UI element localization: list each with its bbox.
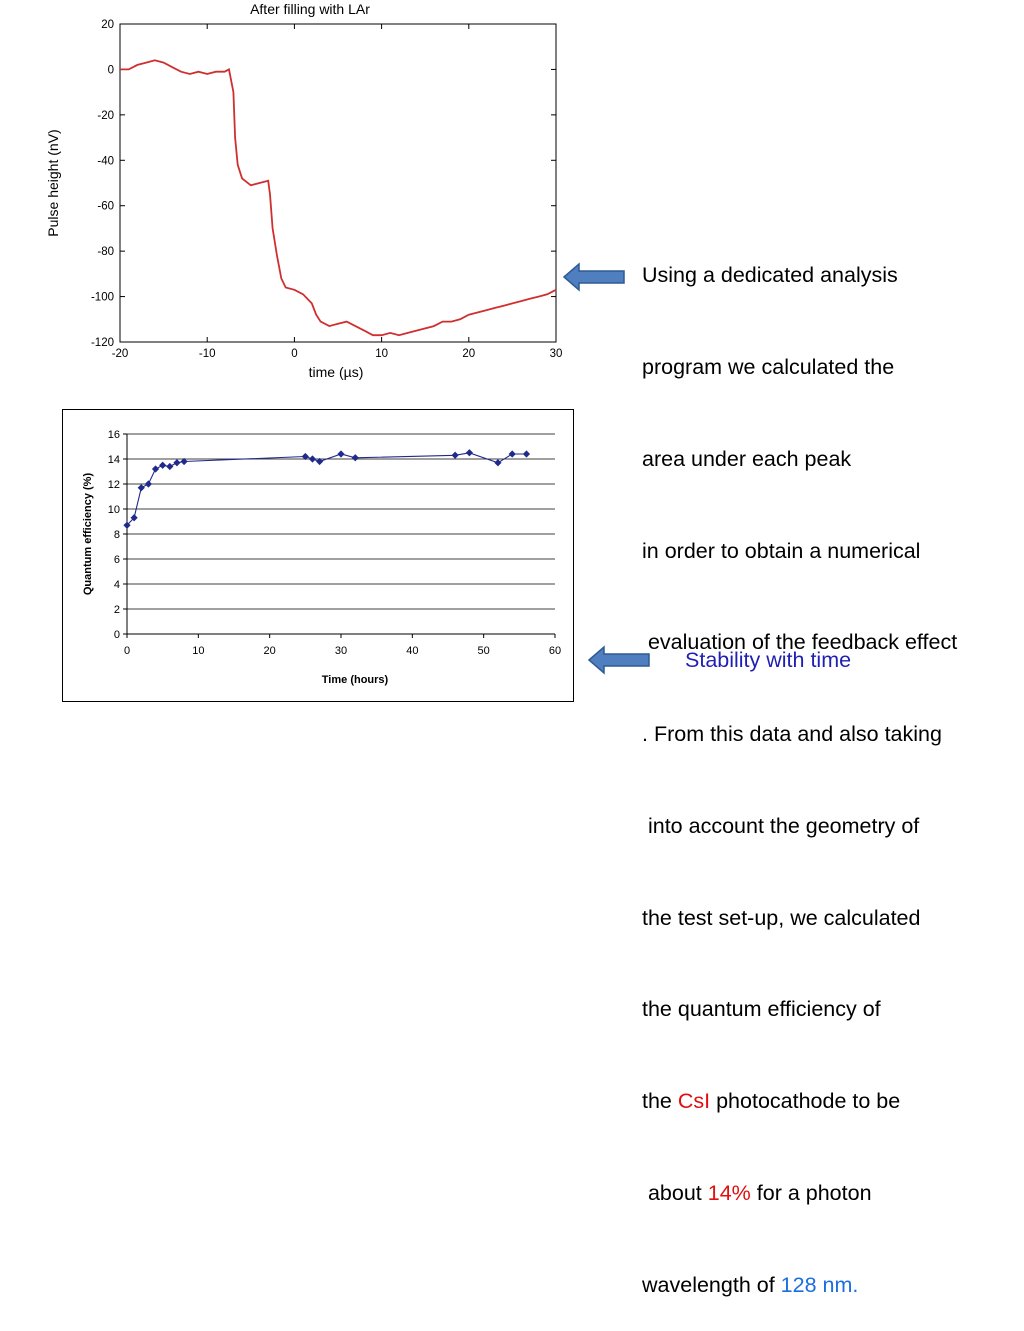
description-line: the test set-up, we calculated	[642, 905, 921, 930]
y-tick-label: 16	[108, 429, 120, 441]
data-point	[508, 450, 516, 458]
description-line: in order to obtain a numerical	[642, 538, 921, 563]
data-point	[151, 465, 160, 473]
x-tick-label: 0	[291, 348, 297, 360]
data-point	[123, 521, 131, 529]
description-line: Using a dedicated analysis	[642, 263, 898, 288]
x-tick-label: 60	[549, 645, 561, 657]
data-point	[130, 514, 138, 522]
x-tick-label: -10	[199, 348, 216, 360]
y-tick-label: 10	[108, 504, 120, 516]
x-tick-label: 0	[124, 645, 130, 657]
y-tick-label: 0	[114, 629, 120, 641]
description-text-part: for a photon	[750, 1181, 872, 1205]
data-point	[144, 480, 152, 488]
y-axis-label: Pulse height (nV)	[45, 129, 61, 236]
description-line: . From this data and also taking	[642, 722, 942, 747]
y-tick-label: -60	[97, 201, 114, 213]
data-point	[351, 454, 359, 462]
data-point	[522, 450, 531, 458]
description-line: about 14% for a photon	[642, 1178, 1022, 1209]
x-tick-label: 30	[550, 348, 563, 360]
wavelength-highlight: 128 nm.	[780, 1272, 859, 1297]
description-line: area under each peak	[642, 446, 852, 471]
description-line: into account the geometry of	[642, 813, 920, 838]
data-point	[308, 455, 317, 463]
y-tick-label: 6	[114, 554, 120, 566]
description-text-part: wavelength of	[642, 1272, 781, 1297]
x-tick-label: 20	[264, 645, 276, 657]
description-line: program we calculated the	[642, 354, 895, 379]
csi-highlight: CsI	[677, 1089, 711, 1114]
x-tick-label: 20	[462, 348, 475, 360]
x-tick-label: 10	[192, 645, 204, 657]
description-text-part: the	[642, 1089, 678, 1114]
x-tick-label: 10	[375, 348, 388, 360]
description-line: evaluation of the feedback effect	[642, 630, 958, 655]
y-tick-label: -40	[97, 155, 114, 167]
data-point	[180, 457, 188, 466]
y-tick-label: 4	[114, 579, 120, 591]
left-arrow-icon	[562, 262, 625, 292]
y-tick-label: 14	[108, 454, 120, 466]
y-tick-label: 12	[108, 479, 120, 491]
y-tick-label: 8	[114, 529, 120, 541]
y-tick-label: -80	[97, 246, 114, 258]
x-axis-label: Time (hours)	[322, 674, 389, 686]
data-point	[316, 457, 324, 466]
x-tick-label: 30	[335, 645, 347, 657]
x-axis-label: time (µs)	[309, 364, 364, 380]
data-point	[451, 451, 459, 459]
data-point	[173, 459, 181, 467]
left-arrow-shape	[587, 645, 650, 675]
quantum-efficiency-line	[126, 452, 527, 526]
x-tick-label: 50	[478, 645, 490, 657]
data-point	[159, 461, 167, 469]
description-text-part: photocathode to be	[710, 1089, 901, 1114]
chart-title: After filling with LAr	[250, 1, 370, 17]
data-point	[301, 452, 309, 461]
y-tick-label: 20	[101, 19, 114, 31]
x-tick-label: -20	[112, 348, 129, 360]
efficiency-highlight: 14%	[707, 1181, 751, 1205]
y-axis-label: Quantum efficiency (%)	[82, 473, 94, 596]
description-line: wavelength of 128 nm.	[642, 1270, 1022, 1301]
description-text: Using a dedicated analysis program we ca…	[642, 199, 1022, 1331]
plot-frame	[119, 23, 557, 343]
y-tick-label: 0	[108, 64, 114, 76]
data-point	[494, 459, 502, 467]
y-tick-label: -20	[97, 110, 114, 122]
stability-caption: Stability with time	[685, 648, 852, 672]
y-tick-label: 2	[114, 604, 120, 616]
data-point	[166, 462, 174, 471]
description-line: the quantum efficiency of	[642, 997, 881, 1022]
pulse-height-chart: -20 -10 0 10 20 30200-20-40-60-80-100-120Afte…	[45, 1, 563, 380]
pulse-height-line	[120, 59, 557, 337]
y-tick-label: -100	[91, 292, 114, 304]
left-arrow-icon	[587, 645, 650, 675]
y-tick-label: -120	[91, 337, 114, 349]
description-line: the CsI photocathode to be	[642, 1086, 1022, 1117]
description-text-part: about	[642, 1181, 708, 1205]
quantum-efficiency-chart-frame: 16 14 12 10 8 6 4 2 0 0 10 20 30 40 50 60 Time (hours) Qu…	[62, 409, 574, 702]
data-point	[137, 484, 145, 492]
left-arrow-shape	[562, 262, 625, 292]
x-tick-label: 40	[406, 645, 418, 657]
data-point	[337, 450, 345, 458]
data-point	[465, 449, 473, 457]
